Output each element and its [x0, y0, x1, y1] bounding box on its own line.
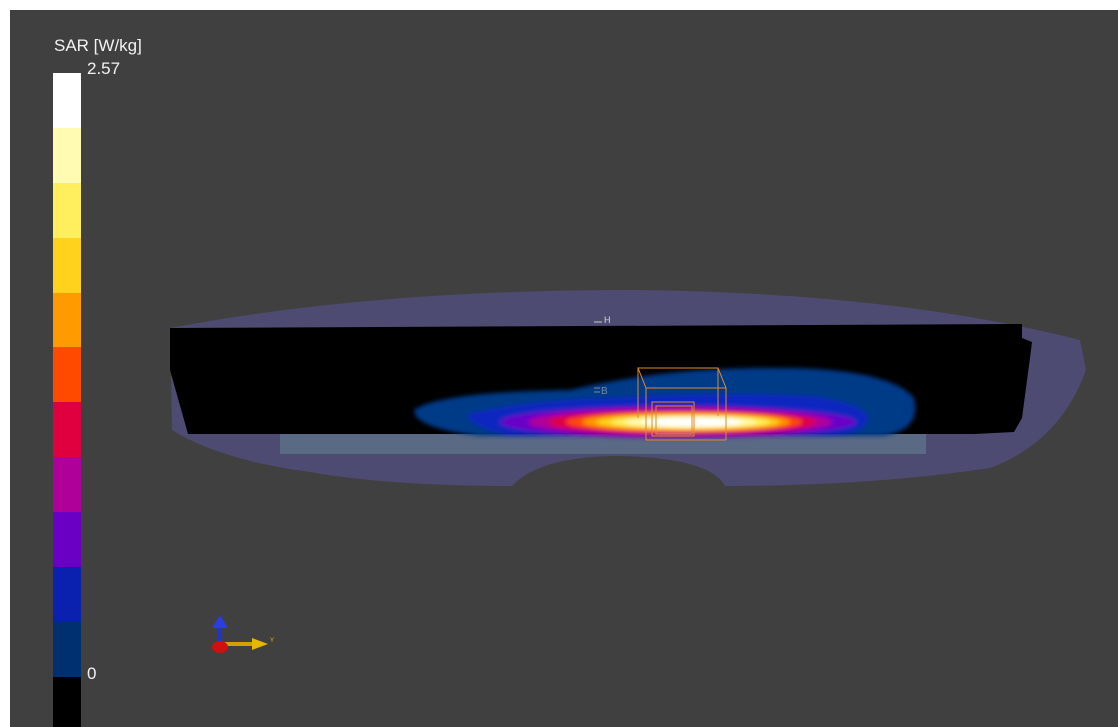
marker-b: B [601, 386, 608, 397]
3d-viewport[interactable]: SAR [W/kg] 2.57 0 [10, 10, 1118, 727]
axis-triad-icon[interactable]: Y [202, 610, 282, 660]
sar-scene: H B [10, 10, 1118, 727]
base-plate [280, 434, 926, 454]
marker-h: H [604, 315, 611, 325]
axis-label-y: Y [270, 638, 274, 644]
